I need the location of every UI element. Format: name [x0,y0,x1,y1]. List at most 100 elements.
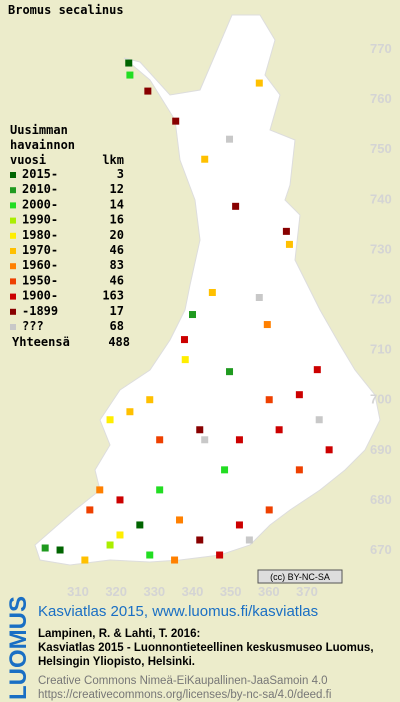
logo: LUOMUS [5,596,32,700]
occurrence-square [156,486,164,494]
occurrence-square [313,366,321,374]
occurrence-square [216,551,224,559]
occurrence-square [275,426,283,434]
x-tick-label: 310 [67,584,89,599]
legend-label: ??? [22,319,44,333]
license-text: Creative Commons Nimeä-EiKaupallinen-Jaa… [38,675,328,687]
occurrence-square [171,556,179,564]
legend-total-label: Yhteensä [12,335,70,349]
occurrence-square [265,506,273,514]
occurrence-square [235,521,243,529]
occurrence-square [106,541,114,549]
citation: Helsingin Yliopisto, Helsinki. [38,656,195,668]
occurrence-square [96,486,104,494]
occurrence-square [146,396,154,404]
citation: Lampinen, R. & Lahti, T. 2016: [38,628,200,640]
license-badge-text: (cc) BY-NC-SA [270,572,330,582]
legend-label: 2010- [22,182,58,196]
y-tick-label: 730 [370,241,392,256]
legend-count: 46 [110,273,124,287]
legend-count: 163 [102,289,124,303]
y-tick-label: 770 [370,41,392,56]
occurrence-square [125,59,133,67]
occurrence-square [315,416,323,424]
legend-swatch [10,293,16,300]
occurrence-square [265,396,273,404]
occurrence-square [235,436,243,444]
y-tick-label: 700 [370,392,392,407]
legend-swatch [10,324,16,330]
occurrence-square [295,466,303,474]
legend-label: 1990- [22,213,58,227]
legend-count: 3 [117,167,124,181]
legend-count: 17 [110,304,124,318]
occurrence-square [126,408,134,416]
legend-heading: Uusimman [10,123,68,137]
legend-count: 16 [110,213,124,227]
occurrence-square [295,391,303,399]
citation: Kasviatlas 2015 - Luonnontieteellinen ke… [38,642,374,654]
legend-count: 68 [110,319,124,333]
legend-label: 2015- [22,167,58,181]
x-tick-label: 320 [105,584,127,599]
x-tick-label: 340 [182,584,204,599]
legend-count: 14 [110,197,124,211]
occurrence-square [156,436,164,444]
finland-outline [34,14,381,566]
legend-swatch [10,248,16,254]
occurrence-square [226,135,234,143]
legend-swatch [10,308,16,315]
y-tick-label: 680 [370,492,392,507]
legend-swatch [10,263,16,270]
legend-count: 83 [110,258,124,272]
legend-swatch [10,217,16,224]
occurrence-square [325,446,333,454]
occurrence-square [126,71,134,79]
occurrence-square [226,368,234,376]
occurrence-square [201,155,209,163]
occurrence-square [196,426,204,434]
legend-label: 1900- [22,289,58,303]
occurrence-square [146,551,154,559]
occurrence-square [172,117,180,125]
occurrence-square [208,288,216,296]
occurrence-square [285,240,293,248]
legend-swatch [10,202,16,209]
legend-label: 1960- [22,258,58,272]
legend-count: 12 [110,182,124,196]
legend-label: 1950- [22,273,58,287]
legend-label: 2000- [22,197,58,211]
occurrence-square [263,321,271,329]
y-tick-label: 760 [370,91,392,106]
legend-col-year: vuosi [10,153,46,167]
occurrence-square [196,536,204,544]
x-tick-label: 350 [220,584,242,599]
y-tick-label: 670 [370,542,392,557]
x-tick-label: 370 [296,584,318,599]
legend-swatch [10,172,16,178]
occurrence-square [282,227,290,235]
x-tick-label: 330 [143,584,165,599]
legend-heading: havainnon [10,138,75,152]
legend-count: 46 [110,243,124,257]
occurrence-square [221,466,229,474]
occurrence-square [116,496,124,504]
y-tick-label: 720 [370,292,392,307]
y-tick-label: 690 [370,442,392,457]
legend-label: -1899 [22,304,58,318]
occurrence-square [136,521,144,529]
occurrence-square [245,536,253,544]
occurrence-square [81,556,89,564]
legend-swatch [10,232,16,239]
footer-link: Kasviatlas 2015, www.luomus.fi/kasviatla… [38,603,318,620]
occurrence-square [180,336,188,344]
occurrence-square [255,79,263,87]
occurrence-square [41,544,49,552]
y-tick-label: 710 [370,342,392,357]
license-badge [257,569,343,584]
occurrence-square [201,436,209,444]
legend-swatch [10,278,16,285]
legend-col-count: lkm [102,153,124,167]
